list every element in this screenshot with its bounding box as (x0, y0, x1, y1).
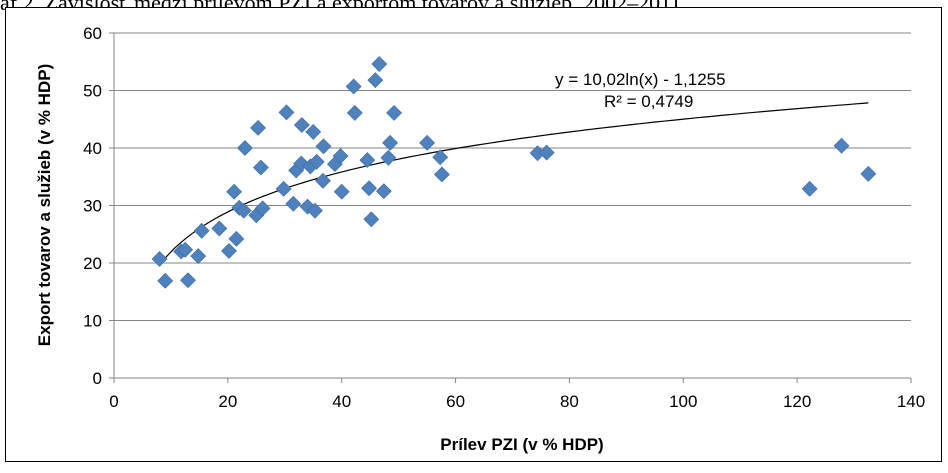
x-tick-label: 60 (446, 392, 465, 411)
x-axis-title: Prílev PZI (v % HDP) (440, 435, 603, 454)
data-point (180, 272, 196, 289)
data-point (151, 251, 168, 267)
data-point (193, 222, 210, 239)
x-tick-label: 100 (669, 392, 697, 411)
data-point (307, 202, 323, 219)
data-point (433, 166, 450, 183)
trendline (161, 102, 869, 262)
data-point (250, 119, 266, 136)
data-point (315, 172, 331, 189)
data-points (151, 56, 877, 289)
data-point (254, 200, 271, 217)
tick-labels: 0 10 20 30 40 50 60 0 20 40 60 80 100 120 140 (83, 24, 925, 411)
y-tick-label: 20 (83, 254, 102, 273)
y-tick-label: 60 (83, 24, 102, 43)
data-point (221, 243, 237, 259)
data-point (375, 183, 392, 200)
data-point (833, 137, 850, 154)
data-point (190, 248, 207, 265)
data-point (211, 220, 228, 237)
data-point (361, 180, 377, 197)
data-point (538, 144, 555, 161)
data-point (235, 202, 252, 219)
data-point (345, 78, 362, 95)
data-point (278, 104, 295, 121)
data-point (386, 105, 403, 121)
data-point (346, 105, 363, 121)
data-point (363, 211, 380, 228)
x-tick-label: 80 (560, 392, 579, 411)
data-point (228, 230, 245, 247)
y-tick-label: 50 (83, 82, 102, 101)
x-tick-label: 120 (783, 392, 811, 411)
gridlines (114, 32, 911, 321)
data-point (367, 72, 384, 89)
data-point (252, 159, 269, 176)
data-point (285, 195, 302, 212)
data-point (275, 180, 292, 197)
y-tick-label: 0 (93, 369, 102, 388)
data-point (332, 148, 349, 164)
data-point (419, 134, 436, 151)
chart-frame (5, 7, 942, 462)
trendline-group (161, 102, 869, 262)
x-tick-label: 20 (218, 392, 237, 411)
data-point (177, 241, 194, 258)
data-point (226, 183, 243, 200)
x-tick-label: 40 (332, 392, 351, 411)
data-point (380, 149, 397, 166)
data-point (333, 183, 350, 200)
data-point (308, 153, 325, 170)
data-point (432, 149, 449, 166)
axes (109, 32, 912, 383)
data-point (382, 134, 399, 151)
data-point (801, 180, 818, 197)
y-tick-label: 30 (83, 197, 102, 216)
data-point (371, 56, 388, 72)
data-point (157, 272, 174, 289)
data-point (305, 123, 322, 140)
data-point (293, 117, 310, 133)
data-point (359, 152, 376, 168)
y-axis-title: Export tovarov a služieb (v % HDP) (35, 64, 54, 346)
trendline-r2: R² = 0,4749 (604, 92, 693, 111)
data-point (315, 138, 332, 155)
x-tick-label: 140 (897, 392, 925, 411)
y-tick-label: 40 (83, 139, 102, 158)
data-point (860, 165, 877, 182)
x-tick-label: 0 (109, 392, 118, 411)
data-point (237, 140, 253, 156)
trendline-equation: y = 10,02ln(x) - 1,1255 (555, 70, 726, 89)
y-tick-label: 10 (83, 312, 102, 331)
